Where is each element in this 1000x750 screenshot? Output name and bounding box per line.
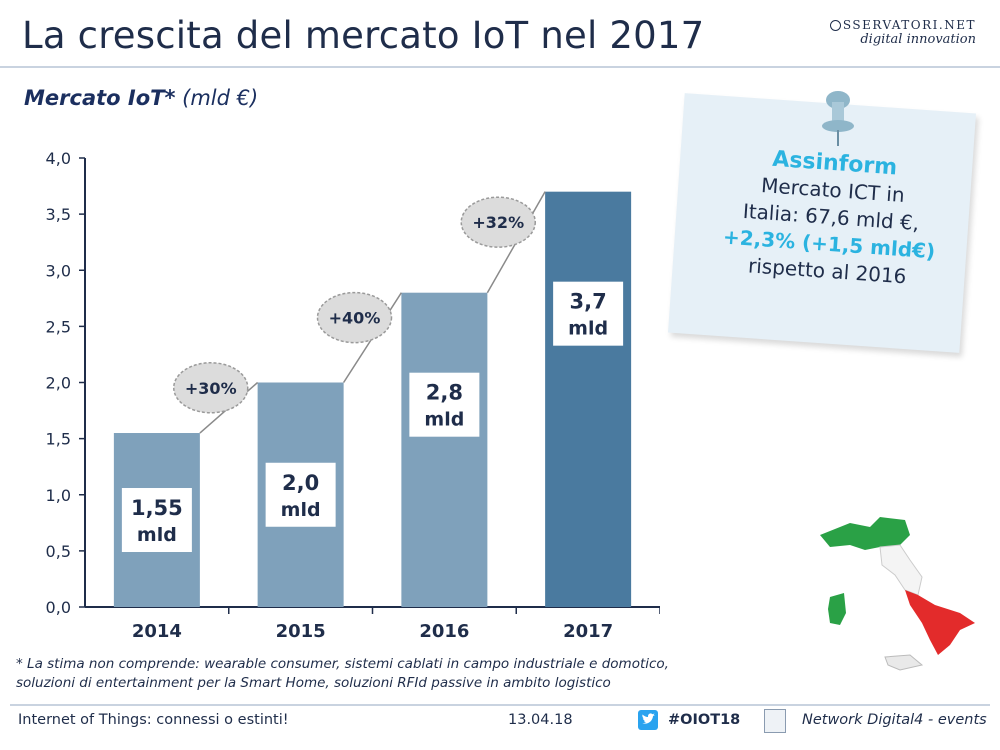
x-tick-label: 2017 xyxy=(563,621,613,642)
growth-badge xyxy=(316,291,393,344)
x-tick-label: 2016 xyxy=(419,621,469,642)
y-tick-label: 1,5 xyxy=(46,430,71,449)
footer-divider xyxy=(10,704,990,706)
sticky-note-text: Assinform Mercato ICT in Italia: 67,6 ml… xyxy=(692,141,971,295)
brand-circle-icon xyxy=(829,20,841,31)
italy-map-icon xyxy=(820,517,975,671)
bar-chart: 0,0 0,5 1,0 1,5 2,0 2,5 3,0 3,5 4,0 2014 1,55 mld 20… xyxy=(46,149,660,642)
value-label-unit: mld xyxy=(137,524,177,546)
y-tick-label: 1,0 xyxy=(46,486,71,505)
value-label-box xyxy=(409,372,480,437)
subtitle-bold: Mercato IoT* xyxy=(24,86,176,110)
y-tick-label: 3,0 xyxy=(46,261,71,280)
value-label: 1,55 xyxy=(131,496,183,520)
y-tick-label: 2,5 xyxy=(46,317,71,336)
footer-event-title: Internet of Things: connessi o estinti! xyxy=(18,712,289,728)
brand-name: SSERVATORI.NET xyxy=(842,18,976,32)
pin-icon xyxy=(822,91,854,146)
footer-network: Network Digital4 - events xyxy=(802,712,987,728)
footnote-line2: soluzioni di entertainment per la Smart … xyxy=(16,675,611,691)
y-tick-label: 3,5 xyxy=(46,205,71,224)
y-tick-label: 0,5 xyxy=(46,542,71,561)
growth-label: +30% xyxy=(185,379,237,398)
value-label-box xyxy=(121,488,192,553)
bar xyxy=(545,191,632,608)
document-icon xyxy=(764,709,786,733)
subtitle-unit: (mld €) xyxy=(175,86,259,110)
x-tick-label: 2014 xyxy=(132,621,182,642)
growth-badge xyxy=(460,196,536,248)
y-tick-label: 2,0 xyxy=(46,374,71,393)
value-label-box xyxy=(265,462,336,527)
x-tick-label: 2015 xyxy=(276,621,326,642)
value-label-unit: mld xyxy=(424,409,464,431)
brand-logo: SSERVATORI.NET digital innovation xyxy=(829,18,976,47)
growth-badge xyxy=(173,362,249,414)
brand-tagline: digital innovation xyxy=(860,32,976,47)
growth-label: +40% xyxy=(329,309,381,328)
page-title: La crescita del mercato IoT nel 2017 xyxy=(22,14,705,57)
value-label: 2,0 xyxy=(282,471,319,495)
title-divider xyxy=(0,66,1000,68)
footnote: * La stima non comprende: wearable consu… xyxy=(16,655,669,693)
y-tick-label: 4,0 xyxy=(46,149,71,168)
footnote-line1: * La stima non comprende: wearable consu… xyxy=(16,656,669,672)
y-tick-label: 0,0 xyxy=(46,598,71,617)
chart-subtitle: Mercato IoT* (mld €) xyxy=(24,86,258,110)
value-label: 2,8 xyxy=(426,381,463,405)
value-label-unit: mld xyxy=(281,499,321,521)
bar xyxy=(401,292,488,607)
footer-hashtag[interactable]: #OIOT18 xyxy=(668,712,741,728)
value-label-unit: mld xyxy=(568,318,608,340)
footer-date: 13.04.18 xyxy=(508,712,573,728)
growth-label: +32% xyxy=(472,213,524,232)
twitter-icon xyxy=(638,710,658,730)
value-label-box xyxy=(553,281,624,346)
value-label: 3,7 xyxy=(570,290,607,314)
